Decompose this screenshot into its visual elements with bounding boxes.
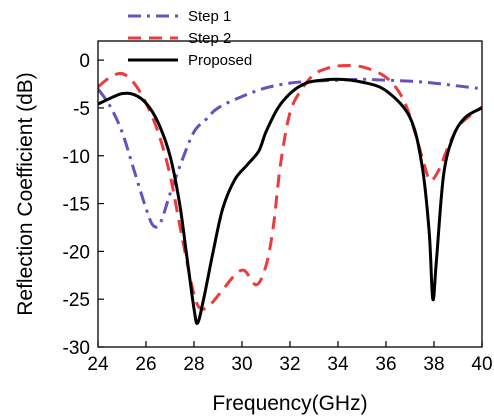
y-tick-label: -20 bbox=[63, 242, 90, 263]
x-tick-label: 24 bbox=[87, 354, 109, 375]
legend: Step 1 Step 2 Proposed bbox=[128, 8, 252, 69]
legend-label: Proposed bbox=[188, 52, 252, 69]
x-axis-title: Frequency(GHz) bbox=[212, 392, 367, 415]
x-tick-label: 26 bbox=[135, 354, 156, 375]
y-axis-title: Reflection Coefficient (dB) bbox=[14, 72, 37, 316]
series-line-step-2 bbox=[98, 64, 482, 311]
x-tick-label: 32 bbox=[279, 354, 300, 375]
y-tick-label: -15 bbox=[63, 195, 90, 216]
series-line-proposed bbox=[98, 77, 482, 325]
x-axis-ticks: 24 26 28 30 32 34 36 38 40 bbox=[87, 341, 493, 375]
x-tick-label: 34 bbox=[327, 354, 349, 375]
y-axis-ticks: 0 -5 -10 -15 -20 -25 -30 bbox=[63, 51, 104, 359]
x-tick-label: 36 bbox=[375, 354, 396, 375]
y-tick-label: -25 bbox=[63, 290, 90, 311]
y-tick-label: -5 bbox=[73, 99, 90, 120]
x-tick-label: 30 bbox=[231, 354, 252, 375]
x-tick-label: 40 bbox=[471, 354, 492, 375]
series-line-step-1 bbox=[98, 77, 482, 229]
y-tick-label: -10 bbox=[63, 147, 90, 168]
legend-label: Step 2 bbox=[188, 30, 231, 47]
x-tick-label: 28 bbox=[183, 354, 204, 375]
series-layer bbox=[98, 64, 482, 325]
x-tick-label: 38 bbox=[423, 354, 444, 375]
legend-label: Step 1 bbox=[188, 8, 231, 25]
y-tick-label: -30 bbox=[63, 338, 90, 359]
y-tick-label: 0 bbox=[79, 51, 90, 72]
